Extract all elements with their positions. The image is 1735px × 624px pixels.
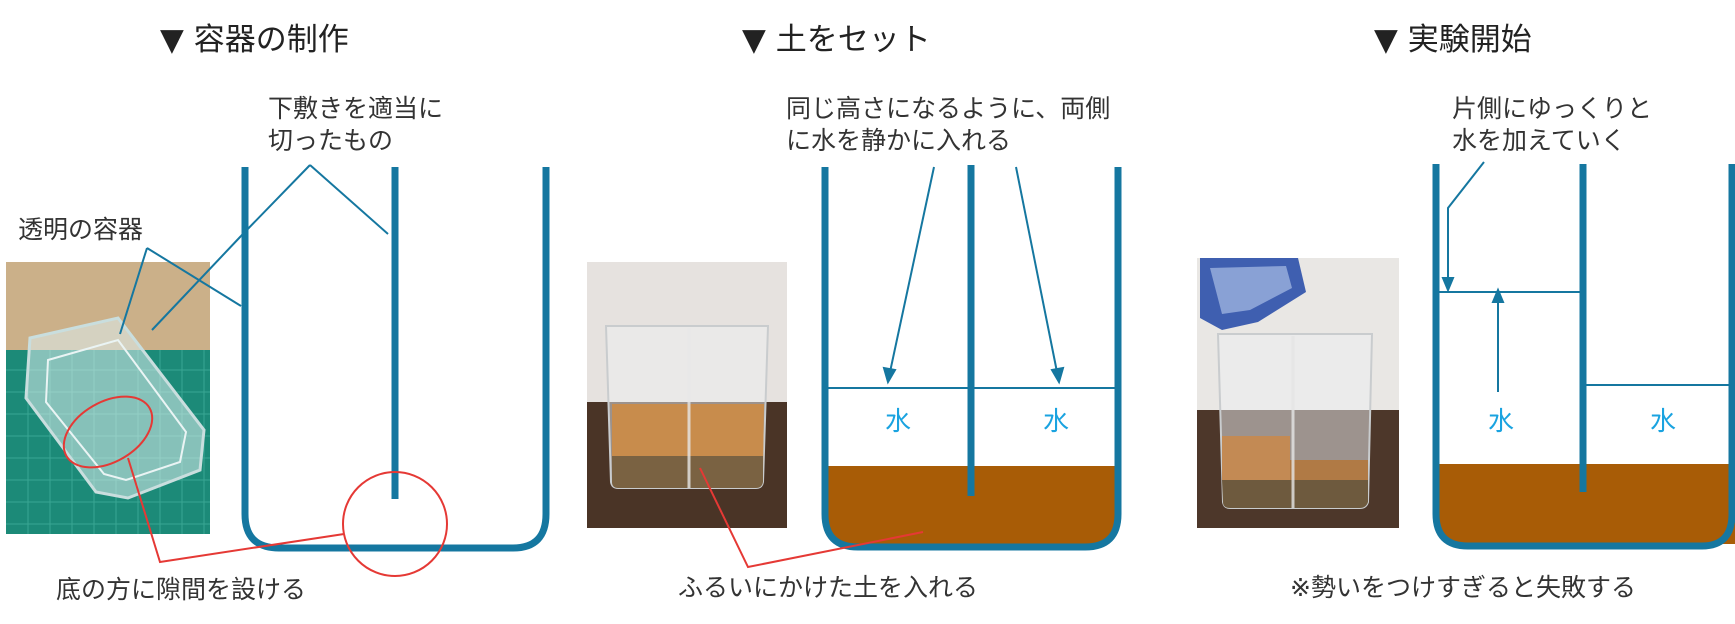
water-label-right: 水 bbox=[1043, 407, 1069, 437]
leader-lines bbox=[119, 164, 389, 335]
water-arrows bbox=[1441, 161, 1505, 392]
panel-1-title: ▼ 容器の制作 bbox=[160, 22, 349, 58]
container-outline bbox=[241, 167, 550, 552]
water-label-right: 水 bbox=[1650, 407, 1676, 437]
panel-2-title: ▼ 土をセット bbox=[742, 22, 931, 58]
gap-highlight-diagram bbox=[342, 471, 448, 577]
soil-leader-line bbox=[699, 467, 924, 569]
panel-experiment-start: ▼ 実験開始 水 水 片側にゆっくりと 水を加えていく bbox=[1197, 22, 1735, 602]
panel-container-making: ▼ 容器の制作 bbox=[6, 22, 550, 604]
soil-layer bbox=[1437, 464, 1735, 544]
container-outline bbox=[821, 167, 1122, 551]
gap-highlight-photo bbox=[62, 395, 154, 469]
gap-leader-lines bbox=[127, 457, 345, 564]
water-label-left: 水 bbox=[1488, 407, 1514, 437]
container-outline bbox=[1432, 164, 1735, 550]
photo-pouring-water bbox=[1197, 258, 1399, 528]
photo-transparent-container bbox=[6, 262, 210, 534]
panel-1-caption: 底の方に隙間を設ける bbox=[56, 575, 306, 604]
panel-3-caption: ※勢いをつけすぎると失敗する bbox=[1290, 573, 1636, 602]
soil-layer bbox=[826, 466, 1117, 544]
label-divider-line2: 切ったもの bbox=[268, 126, 393, 155]
panel-2-caption: ふるいにかけた土を入れる bbox=[678, 573, 978, 602]
water-label-left: 水 bbox=[885, 407, 911, 437]
label-divider-line1: 下敷きを適当に bbox=[268, 94, 443, 123]
label-add-water-line1: 片側にゆっくりと bbox=[1452, 94, 1652, 123]
label-add-water-line2: 水を加えていく bbox=[1452, 126, 1626, 155]
photo-soil-container bbox=[587, 262, 787, 528]
label-water-line2: に水を静かに入れる bbox=[786, 126, 1011, 155]
panel-3-title: ▼ 実験開始 bbox=[1374, 22, 1532, 58]
pour-arrows bbox=[882, 166, 1065, 385]
label-transparent-container: 透明の容器 bbox=[18, 215, 143, 244]
label-water-line1: 同じ高さになるように、両側 bbox=[786, 94, 1110, 123]
panel-soil-setup: ▼ 土をセット 水 水 同じ高さになるように、両側 に水を静かに入れる ふるい bbox=[587, 22, 1122, 602]
